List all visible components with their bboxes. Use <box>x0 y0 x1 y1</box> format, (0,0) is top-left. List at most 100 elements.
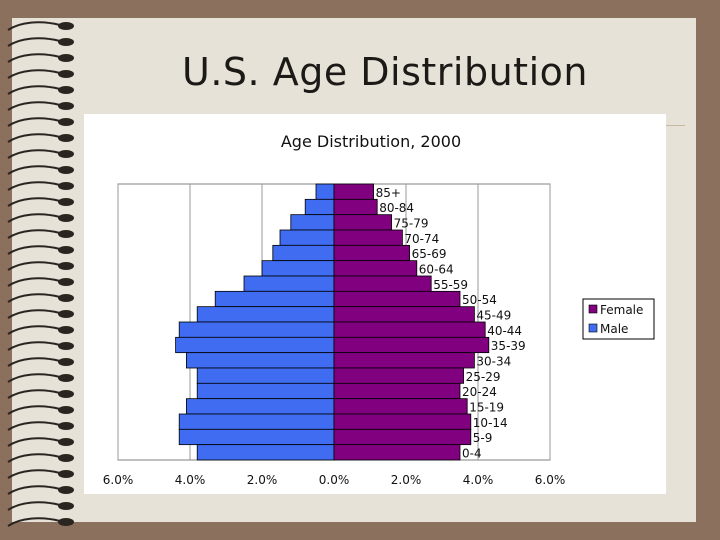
spiral-hole <box>58 182 74 190</box>
spiral-hole <box>58 342 74 350</box>
spiral-ring <box>7 181 61 191</box>
legend: Female Male <box>582 298 655 340</box>
spiral-ring <box>7 229 61 239</box>
category-label-70-74: 70-74 <box>404 232 439 246</box>
spiral-hole <box>58 22 74 30</box>
legend-swatch-female <box>588 304 598 314</box>
spiral-ring <box>7 485 61 495</box>
category-label-20-24: 20-24 <box>462 385 497 399</box>
x-tick-label: 6.0% <box>103 473 134 487</box>
bar-female-30-34 <box>333 352 475 369</box>
spiral-ring <box>7 277 61 287</box>
spiral-ring <box>7 85 61 95</box>
spiral-ring <box>7 373 61 383</box>
spiral-ring <box>7 133 61 143</box>
category-label-85+: 85+ <box>376 186 401 200</box>
spiral-hole <box>58 454 74 462</box>
spiral-ring <box>7 53 61 63</box>
spiral-hole <box>58 246 74 254</box>
bar-male-0-4 <box>196 444 335 461</box>
category-label-10-14: 10-14 <box>473 416 508 430</box>
spiral-hole <box>58 214 74 222</box>
category-label-45-49: 45-49 <box>476 309 511 323</box>
x-tick-label: 6.0% <box>535 473 566 487</box>
spiral-hole <box>58 198 74 206</box>
category-label-60-64: 60-64 <box>419 263 454 277</box>
bar-male-55-59 <box>243 275 335 292</box>
bar-male-5-9 <box>178 428 335 446</box>
bar-male-40-44 <box>178 321 335 338</box>
bar-male-20-24 <box>196 382 335 400</box>
x-tick-label: 2.0% <box>391 473 422 487</box>
category-label-75-79: 75-79 <box>394 217 429 231</box>
spiral-hole <box>58 70 74 78</box>
bar-female-45-49 <box>333 306 475 323</box>
spiral-hole <box>58 390 74 398</box>
legend-label-female: Female <box>600 303 643 317</box>
spiral-hole <box>58 54 74 62</box>
bar-male-60-64 <box>261 260 335 277</box>
bar-male-10-14 <box>178 413 335 430</box>
spiral-hole <box>58 134 74 142</box>
spiral-ring <box>7 453 61 463</box>
category-label-25-29: 25-29 <box>466 370 501 384</box>
category-label-15-19: 15-19 <box>469 401 504 415</box>
bar-male-85+ <box>315 183 335 200</box>
spiral-ring <box>7 389 61 399</box>
bar-female-25-29 <box>333 367 465 384</box>
legend-swatch-male <box>588 323 598 333</box>
spiral-hole <box>58 502 74 510</box>
spiral-hole <box>58 422 74 430</box>
x-tick-label: 2.0% <box>247 473 278 487</box>
category-label-80-84: 80-84 <box>379 201 414 215</box>
spiral-ring <box>7 261 61 271</box>
bar-male-70-74 <box>279 229 335 246</box>
spiral-hole <box>58 358 74 366</box>
spiral-hole <box>58 374 74 382</box>
spiral-ring <box>7 421 61 431</box>
category-label-5-9: 5-9 <box>473 431 493 445</box>
x-tick-label: 4.0% <box>175 473 206 487</box>
spiral-ring <box>7 245 61 255</box>
spiral-hole <box>58 406 74 414</box>
spiral-hole <box>58 118 74 126</box>
spiral-ring <box>7 213 61 223</box>
spiral-hole <box>58 518 74 526</box>
bar-male-15-19 <box>186 398 335 415</box>
spiral-hole <box>58 326 74 334</box>
spiral-hole <box>58 438 74 446</box>
spiral-ring <box>7 517 61 527</box>
category-label-55-59: 55-59 <box>433 278 468 292</box>
spiral-hole <box>58 230 74 238</box>
bar-female-50-54 <box>333 290 461 308</box>
bar-female-60-64 <box>333 260 418 277</box>
bar-female-40-44 <box>333 321 486 338</box>
spiral-ring <box>7 405 61 415</box>
bar-female-70-74 <box>333 229 403 246</box>
spiral-ring <box>7 309 61 319</box>
spiral-ring <box>7 293 61 303</box>
spiral-ring <box>7 117 61 127</box>
bar-male-50-54 <box>214 290 335 308</box>
category-label-40-44: 40-44 <box>487 324 522 338</box>
spiral-hole <box>58 294 74 302</box>
bar-male-80-84 <box>304 198 335 216</box>
category-label-65-69: 65-69 <box>412 247 447 261</box>
bar-female-55-59 <box>333 275 432 292</box>
x-tick-label: 4.0% <box>463 473 494 487</box>
bar-male-35-39 <box>175 336 335 354</box>
spiral-hole <box>58 86 74 94</box>
bar-female-80-84 <box>333 198 378 216</box>
spiral-ring <box>7 165 61 175</box>
x-tick-label: 0.0% <box>319 473 350 487</box>
bar-female-20-24 <box>333 382 461 400</box>
bar-female-75-79 <box>333 214 392 231</box>
chart-area: Age Distribution, 2000 85+ 80-84 75-79 70-7… <box>84 114 666 494</box>
category-label-30-34: 30-34 <box>476 355 511 369</box>
spiral-ring <box>7 69 61 79</box>
spiral-ring <box>7 325 61 335</box>
bar-male-75-79 <box>290 214 335 231</box>
spiral-hole <box>58 166 74 174</box>
spiral-ring <box>7 437 61 447</box>
bar-male-25-29 <box>196 367 335 384</box>
